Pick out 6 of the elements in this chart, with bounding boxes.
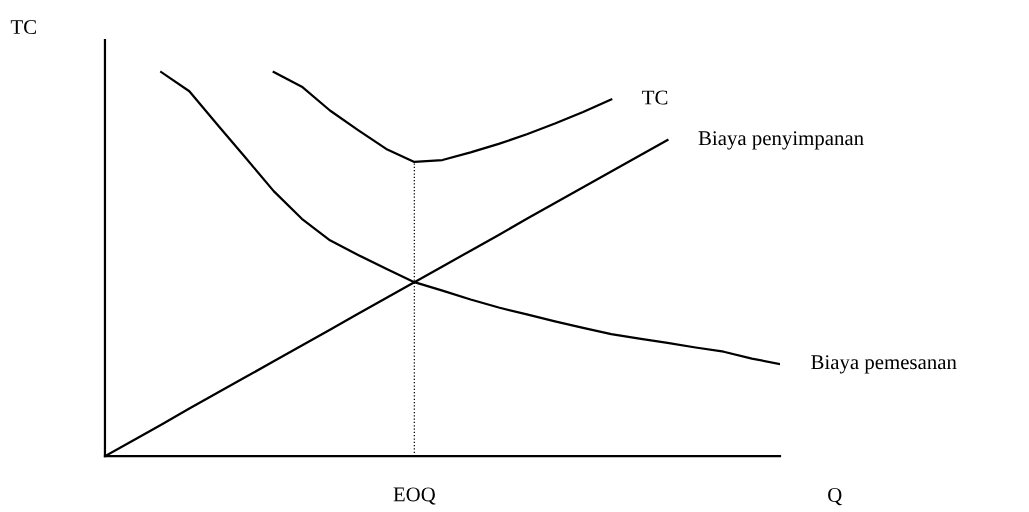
series-label: Biaya pemesanan bbox=[811, 355, 957, 374]
text: EOQ bbox=[393, 487, 436, 505]
series-label: Biaya penyimpanan bbox=[698, 131, 864, 150]
x-axis-title: Q bbox=[828, 488, 842, 506]
y-axis-title: TC bbox=[10, 20, 36, 35]
series-label: TC bbox=[642, 90, 668, 105]
